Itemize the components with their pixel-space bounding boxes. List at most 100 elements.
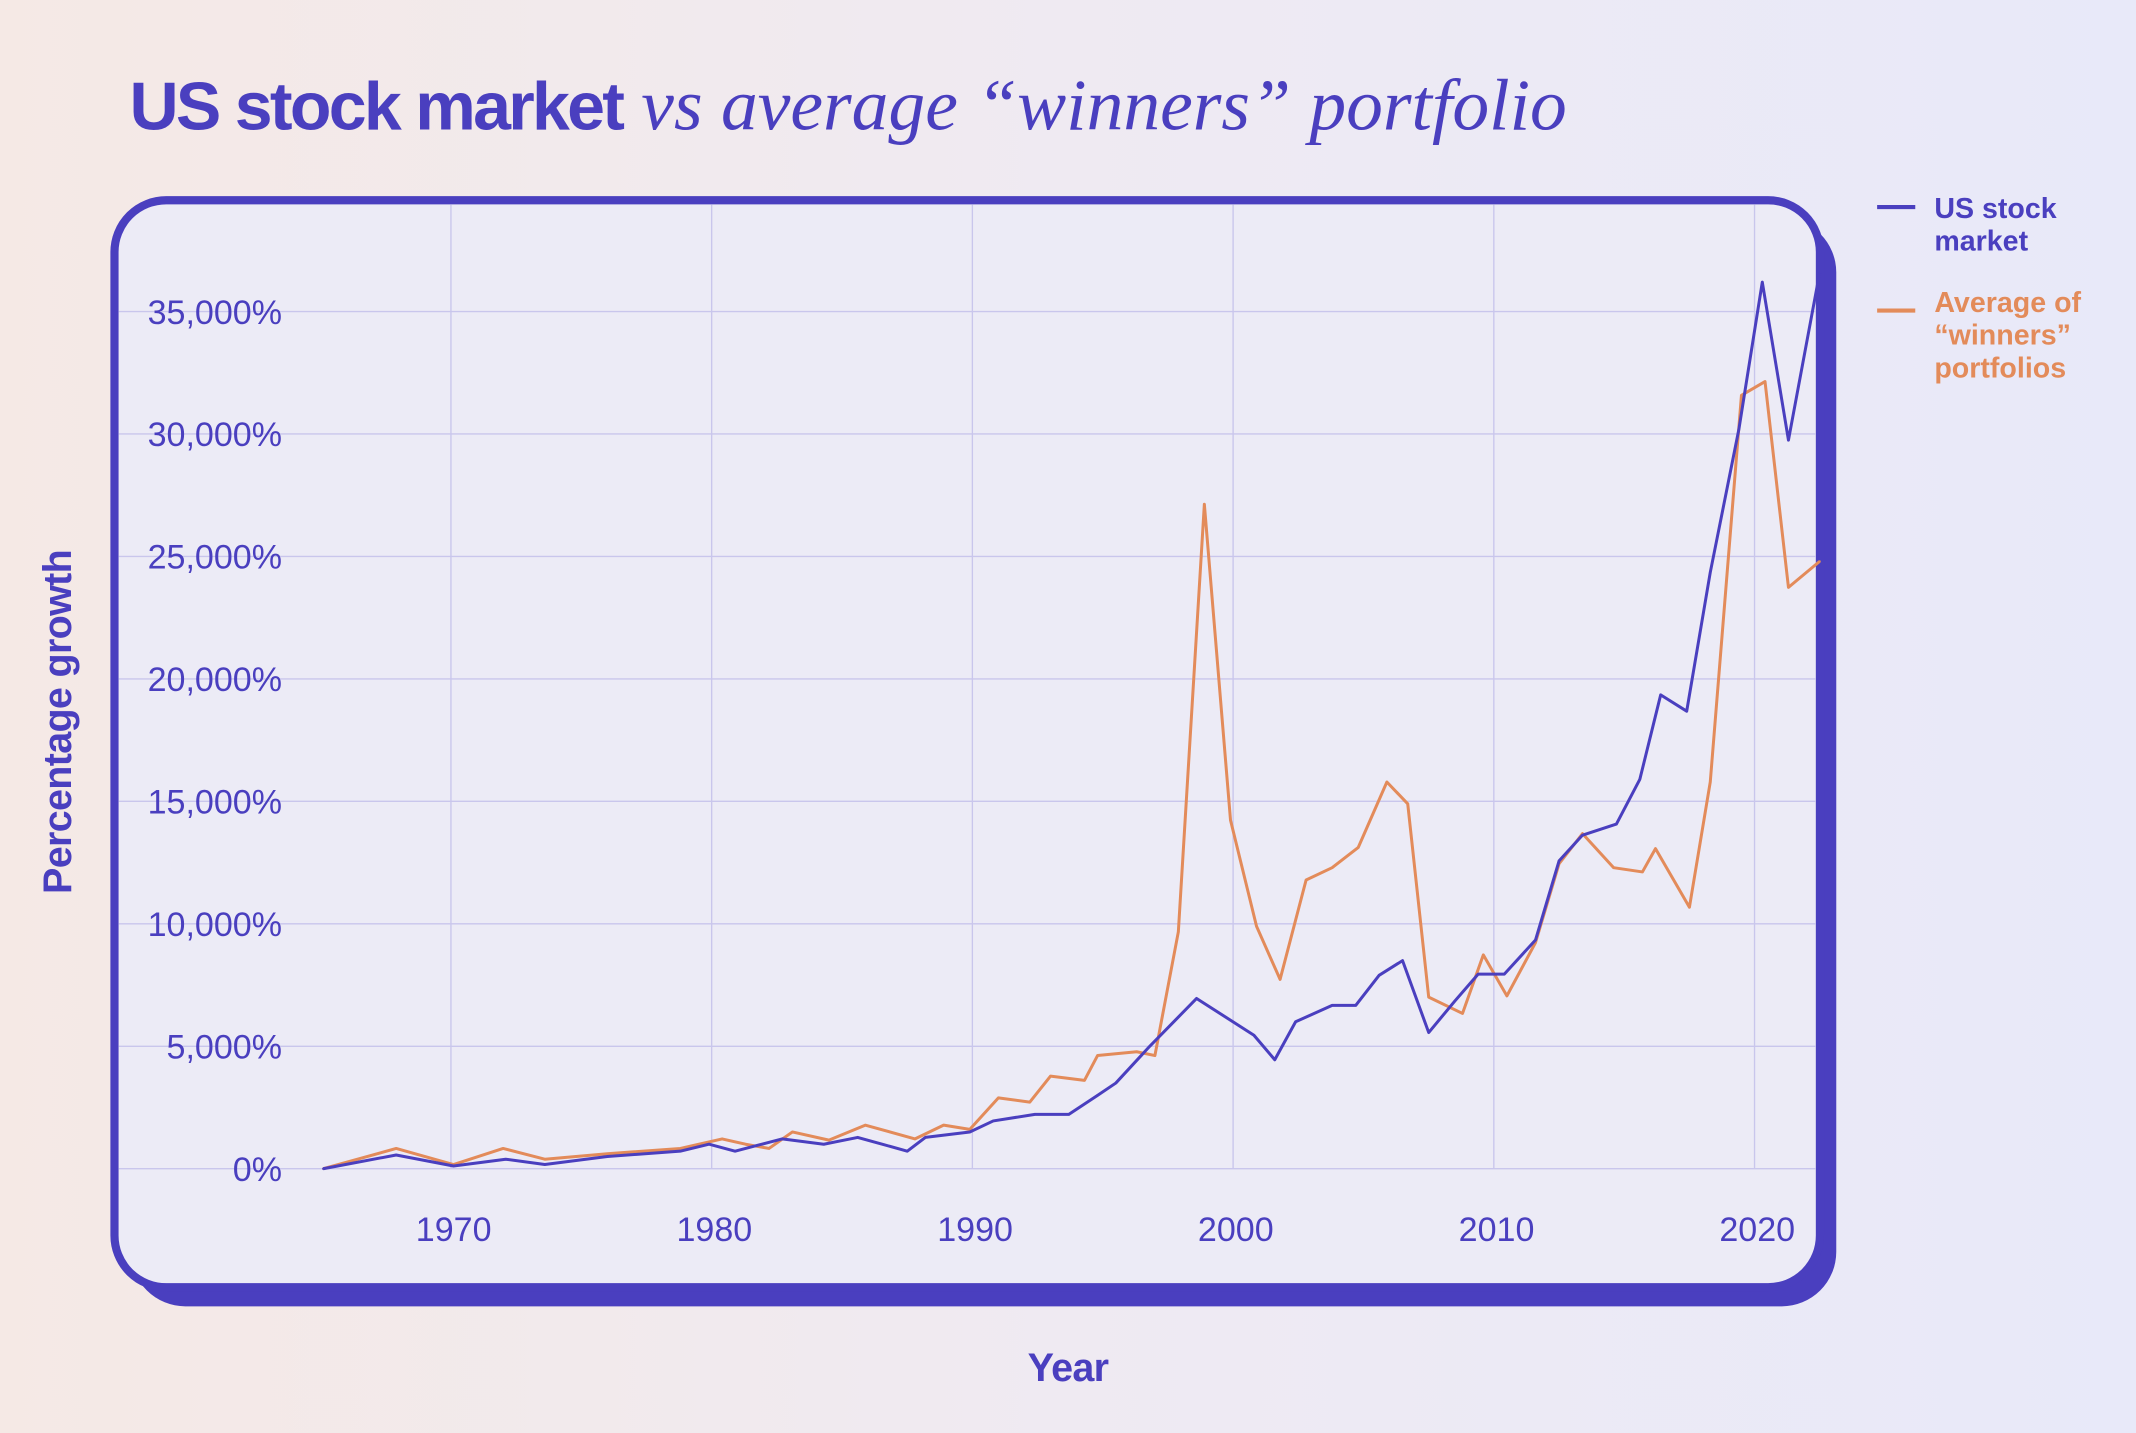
legend-line: portfolios <box>1934 352 2066 384</box>
winners-point <box>679 1147 682 1150</box>
winners-point <box>543 1158 546 1161</box>
winners-point <box>997 1096 1000 1100</box>
winners-point <box>767 1147 771 1150</box>
y-tick-label: 15,000% <box>148 784 282 822</box>
us-market-point <box>924 1136 927 1139</box>
plot-frame <box>110 196 1825 1292</box>
winners-point <box>1331 866 1334 869</box>
winners-point <box>1654 847 1657 850</box>
x-tick-label: 2010 <box>1459 1211 1535 1249</box>
us-market-point <box>1354 1004 1357 1007</box>
us-market-point <box>1294 1020 1297 1023</box>
winners-point <box>1461 1012 1464 1015</box>
x-tick-label: 2020 <box>1719 1211 1795 1249</box>
x-tick-label: 1990 <box>937 1211 1013 1249</box>
winners-point <box>1740 394 1743 397</box>
us-market-point <box>395 1153 398 1157</box>
winners-point <box>827 1138 831 1142</box>
us-market-point <box>322 1167 325 1170</box>
x-tick-label: 2000 <box>1198 1211 1274 1249</box>
winners-point <box>1135 1050 1138 1053</box>
x-axis-title: Year <box>1028 1346 1109 1390</box>
us-market-point <box>1761 281 1764 284</box>
us-market-point <box>1581 834 1584 837</box>
us-market-point <box>822 1143 825 1146</box>
legend-line: “winners” <box>1934 320 2071 352</box>
us-market-point <box>968 1130 971 1134</box>
title-bold: US stock market <box>129 68 624 144</box>
y-tick-labels: 0% 5,000% 10,000% 15,000% 20,000% 25,000% 30,0… <box>148 294 282 1189</box>
us-market-point <box>606 1155 609 1158</box>
us-market-point <box>856 1136 859 1139</box>
winners-point <box>1612 866 1615 869</box>
us-market-point <box>1033 1113 1037 1116</box>
winners-point <box>606 1152 609 1155</box>
x-tick-labels: 1970 1980 1990 2000 2010 2020 <box>416 1211 1795 1249</box>
us-market-point <box>679 1150 682 1153</box>
legend-line: market <box>1934 226 2028 258</box>
us-market-point <box>1737 428 1740 431</box>
winners-point <box>501 1147 505 1150</box>
us-market-point <box>906 1150 909 1153</box>
winners-point <box>968 1128 971 1131</box>
us-market-point <box>1195 997 1198 1000</box>
us-market-point <box>1378 974 1381 977</box>
winners-point <box>1278 978 1282 981</box>
us-market-point <box>1615 823 1618 826</box>
winners-point <box>913 1137 917 1140</box>
winners-point <box>1028 1101 1031 1104</box>
y-tick-label: 20,000% <box>148 661 282 699</box>
y-axis-title: Percentage growth <box>36 550 80 894</box>
winners-point <box>864 1124 867 1127</box>
us-market-point <box>1453 1000 1456 1003</box>
winners-point <box>1763 380 1767 383</box>
x-tick-label: 1970 <box>416 1211 492 1249</box>
us-market-point <box>1638 778 1641 781</box>
us-market-point <box>1114 1081 1117 1085</box>
winners-point <box>1255 925 1258 928</box>
winners-point <box>791 1130 794 1134</box>
winners-point <box>1406 802 1409 805</box>
legend: US stock market Average of “winners” portfo… <box>1877 193 2082 384</box>
us-market-point <box>1331 1004 1334 1007</box>
y-tick-label: 10,000% <box>148 906 282 944</box>
us-market-point <box>780 1137 784 1140</box>
us-market-point <box>1709 571 1712 574</box>
winners-point <box>1177 930 1180 933</box>
winners-point <box>1385 780 1389 784</box>
legend-line: Average of <box>1934 287 2081 319</box>
us-market-point <box>1148 1045 1151 1048</box>
us-market-point <box>1273 1058 1276 1061</box>
chart-title: US stock market vs average “winners” por… <box>129 63 1566 145</box>
title-italic: vs average “winners” portfolio <box>641 63 1566 145</box>
us-market-point <box>1427 1031 1430 1034</box>
us-market-point <box>734 1150 737 1153</box>
winners-point <box>1482 953 1485 957</box>
winners-point <box>720 1137 724 1140</box>
gridlines <box>118 204 1816 1170</box>
winners-point <box>1153 1054 1156 1057</box>
us-market-point <box>1252 1034 1256 1037</box>
us-market-point <box>1096 1094 1099 1097</box>
us-market-point <box>1401 959 1404 962</box>
y-tick-label: 0% <box>233 1151 282 1189</box>
winners-point <box>1688 906 1691 909</box>
us-market-point <box>1818 271 1821 274</box>
winners-point <box>1203 503 1206 506</box>
winners-point <box>942 1124 945 1127</box>
us-market-point <box>1067 1113 1070 1116</box>
winners-point <box>1229 819 1232 822</box>
winners-point <box>1505 994 1508 997</box>
us-market-point <box>543 1163 546 1166</box>
y-tick-label: 25,000% <box>148 539 282 577</box>
winners-point <box>1427 995 1430 999</box>
winners-point <box>1787 586 1790 589</box>
us-market-point <box>1685 710 1688 713</box>
legend-label-winners: Average of “winners” portfolios <box>1934 287 2081 384</box>
legend-label-us-market: US stock market <box>1934 193 2056 258</box>
series-lines <box>322 271 1822 1171</box>
us-market-point <box>1557 859 1561 862</box>
us-market-point <box>1659 693 1662 696</box>
winners-point <box>1709 780 1712 784</box>
